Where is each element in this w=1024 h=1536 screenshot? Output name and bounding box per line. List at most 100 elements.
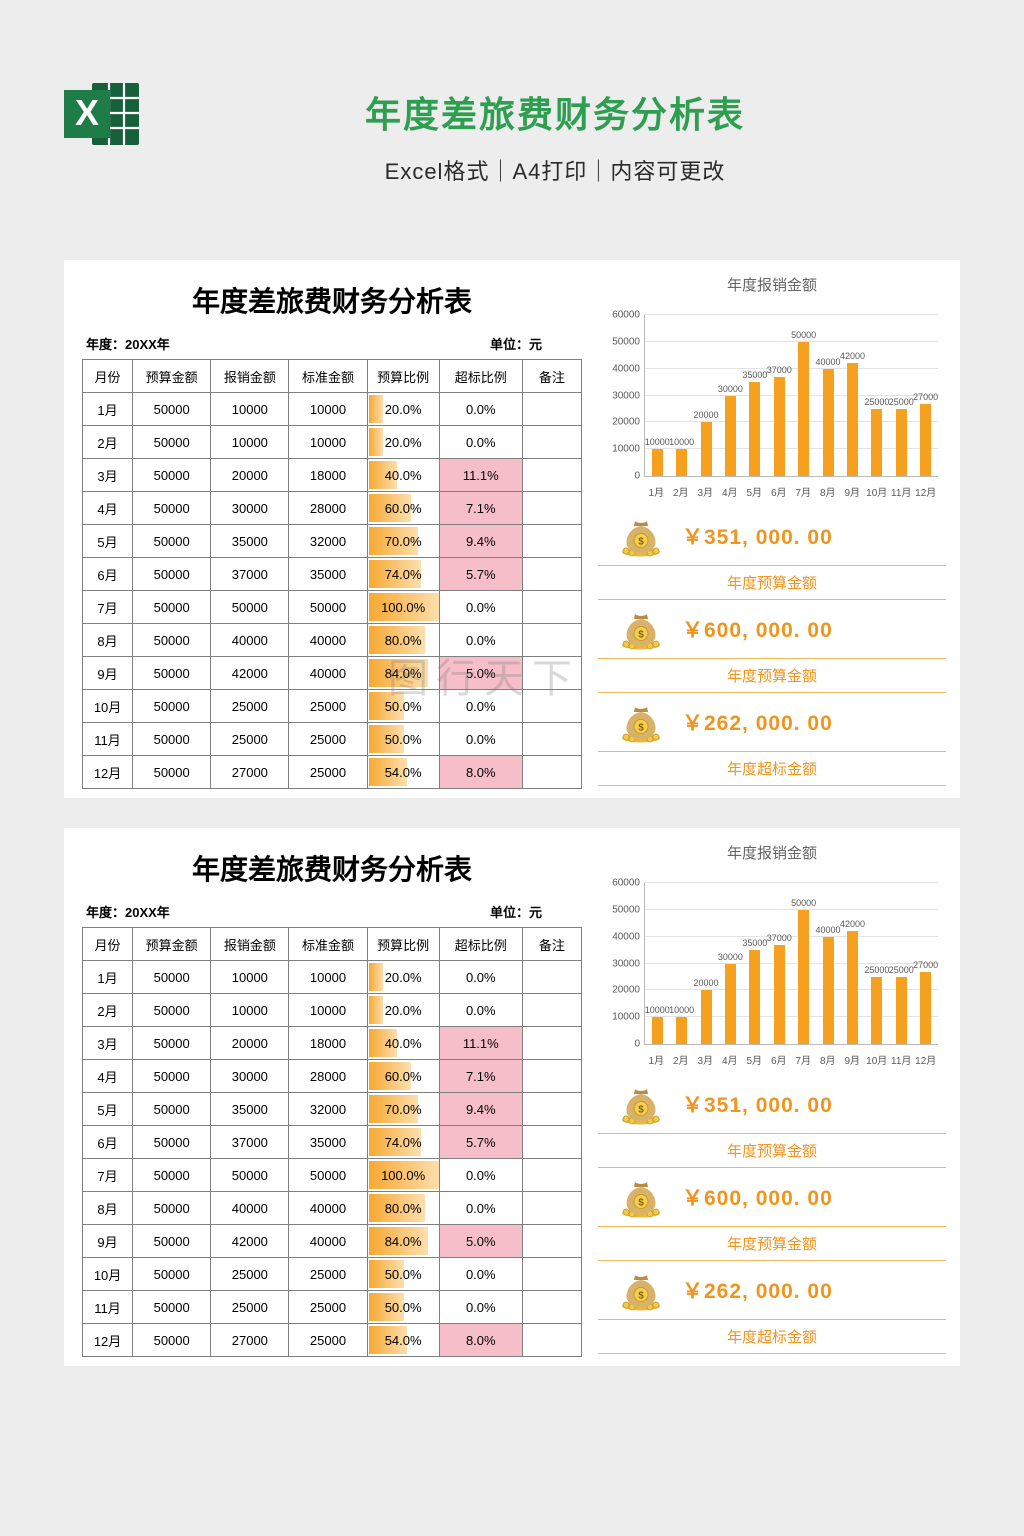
bar-column: 30000 <box>717 883 743 1044</box>
month-cell: 10月 <box>81 689 134 723</box>
ratio-databar <box>368 758 407 786</box>
chart-title: 年度报销金额 <box>726 277 817 294</box>
bar <box>749 382 761 476</box>
bar-series: 10000 10000 20000 30000 35000 37000 50000 40000… <box>645 315 938 476</box>
chart-plot: 0 10000 20000 30000 40000 50000 60000 10000 1000… <box>612 878 939 1050</box>
bar <box>724 963 736 1044</box>
svg-text:$: $ <box>638 630 644 641</box>
gridline <box>645 962 938 964</box>
bar-value-label: 27000 <box>913 959 939 970</box>
month-cell: 8月 <box>81 623 134 657</box>
summary-label: 年度预算金额 <box>598 565 946 600</box>
x-tick-label: 10月 <box>866 1056 888 1067</box>
ratio-databar <box>368 560 422 588</box>
standard-cell: 28000 <box>288 1059 368 1093</box>
column-header: 标准金额 <box>288 927 368 961</box>
summary-amount-row: $ ￥351, 000. 00 <box>598 1075 946 1133</box>
over-cell: 9.4% <box>438 1092 523 1126</box>
over-cell: 8.0% <box>438 755 523 789</box>
ratio-cell: 100.0% <box>366 1158 440 1192</box>
ratio-databar <box>368 626 426 654</box>
table-section: 年度差旅费财务分析表 年度：20XX年 单位：元 月份 预算金额 报销金额 标准金额预… <box>76 270 588 789</box>
bar-value-label: 20000 <box>693 978 719 989</box>
note-cell <box>521 960 583 994</box>
gridline <box>645 882 938 883</box>
gridline <box>645 448 938 450</box>
month-cell: 12月 <box>81 1323 134 1357</box>
month-cell: 12月 <box>81 755 134 789</box>
bar-value-label: 10000 <box>669 1005 695 1016</box>
ratio-cell: 20.0% <box>366 392 440 426</box>
standard-cell: 50000 <box>288 1158 368 1192</box>
gridline <box>645 908 938 910</box>
standard-cell: 18000 <box>288 458 368 492</box>
over-cell: 5.7% <box>438 1125 523 1159</box>
note-cell <box>521 1125 583 1159</box>
ratio-databar <box>368 1128 422 1156</box>
over-cell: 5.0% <box>438 656 523 690</box>
y-tick-label: 40000 <box>612 363 640 375</box>
x-tick-label: 5月 <box>746 488 763 499</box>
expense-table-body: 1月 50000 10000 10000 20.0% 0.0% 2月 50000 10000 10… <box>81 392 583 789</box>
standard-cell: 25000 <box>288 689 368 723</box>
gridline <box>645 935 938 937</box>
bar <box>895 408 907 476</box>
ratio-cell: 84.0% <box>366 1224 440 1258</box>
note-cell <box>521 392 583 426</box>
ratio-cell: 74.0% <box>366 557 440 591</box>
table-row: 11月 50000 25000 25000 50.0% 0.0% <box>81 1290 583 1324</box>
note-cell <box>521 425 583 459</box>
month-cell: 2月 <box>81 425 134 459</box>
bar-column: 25000 <box>864 883 889 1044</box>
bar <box>871 976 883 1044</box>
x-tick-label: 12月 <box>915 1056 937 1067</box>
standard-cell: 25000 <box>288 722 368 756</box>
standard-cell: 40000 <box>288 1191 368 1225</box>
note-cell <box>521 755 583 789</box>
money-bag-icon: $ <box>622 1182 660 1218</box>
svg-text:$: $ <box>638 1291 644 1302</box>
x-tick-label: 8月 <box>819 1056 836 1067</box>
bar <box>700 990 712 1044</box>
bar-column: 25000 <box>864 315 889 476</box>
over-cell: 0.0% <box>438 993 523 1027</box>
note-cell <box>521 524 583 558</box>
x-tick-label: 2月 <box>672 1056 689 1067</box>
ratio-databar <box>368 1227 429 1255</box>
x-tick-label: 4月 <box>721 1056 738 1067</box>
bar-column: 40000 <box>816 315 841 476</box>
ratio-cell: 84.0% <box>366 656 440 690</box>
over-cell: 11.1% <box>438 1026 523 1060</box>
standard-cell: 10000 <box>288 960 368 994</box>
over-cell: 5.7% <box>438 557 523 591</box>
y-tick-label: 0 <box>634 1038 640 1050</box>
month-cell: 5月 <box>81 1092 134 1126</box>
table-row: 12月 50000 27000 25000 54.0% 8.0% <box>81 1323 583 1357</box>
reimburse-cell: 20000 <box>210 458 290 492</box>
ratio-cell: 60.0% <box>366 1059 440 1093</box>
ratio-cell: 20.0% <box>366 993 440 1027</box>
over-cell: 0.0% <box>438 722 523 756</box>
x-tick-label: 8月 <box>819 488 836 499</box>
y-tick-label: 0 <box>634 470 640 482</box>
bar <box>773 944 785 1044</box>
x-tick-label: 11月 <box>891 1056 912 1067</box>
summary-amount-row: $ ￥262, 000. 00 <box>598 693 946 751</box>
standard-cell: 28000 <box>288 491 368 525</box>
over-cell: 0.0% <box>438 1257 523 1291</box>
bar-value-label: 42000 <box>839 351 865 362</box>
table-row: 10月 50000 25000 25000 50.0% 0.0% <box>81 689 583 723</box>
budget-cell: 50000 <box>132 1224 212 1258</box>
x-tick-label: 1月 <box>648 488 665 499</box>
summary-amount-row: $ ￥351, 000. 00 <box>598 507 946 565</box>
bar-value-label: 30000 <box>717 951 743 962</box>
bar <box>700 422 712 476</box>
bar <box>749 950 761 1044</box>
bar-value-label: 27000 <box>913 391 939 402</box>
bar-chart: 0 10000 20000 30000 40000 50000 60000 10000 1000… <box>598 867 946 1068</box>
budget-cell: 50000 <box>132 993 212 1027</box>
note-cell <box>521 1158 583 1192</box>
year-label: 年度：20XX年 <box>86 905 170 920</box>
month-cell: 6月 <box>81 1125 134 1159</box>
x-tick-label: 3月 <box>697 488 714 499</box>
